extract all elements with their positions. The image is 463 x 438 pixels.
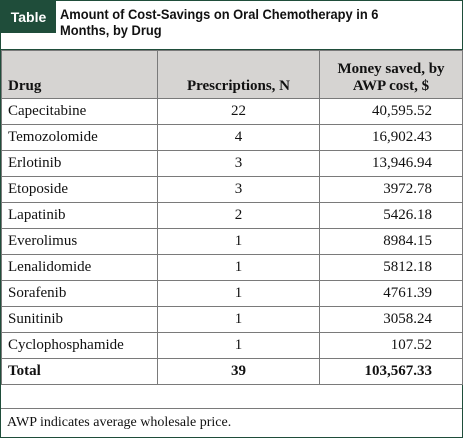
total-money-saved: 103,567.33 — [319, 358, 463, 385]
prescriptions-cell: 1 — [157, 280, 320, 307]
prescriptions-cell: 1 — [157, 254, 320, 281]
prescriptions-cell: 22 — [157, 98, 320, 125]
prescriptions-cell: 3 — [157, 176, 320, 203]
money-saved-cell: 5426.18 — [319, 202, 463, 229]
table-row: Sunitinib 1 3058.24 — [1, 306, 463, 333]
table-row: Lenalidomide 1 5812.18 — [1, 254, 463, 281]
data-table: Drug Prescriptions, N Money saved, by AW… — [1, 50, 463, 385]
total-prescriptions: 39 — [157, 358, 320, 385]
money-saved-cell: 107.52 — [319, 332, 463, 359]
drug-cell: Temozolomide — [1, 124, 158, 151]
prescriptions-cell: 1 — [157, 306, 320, 333]
table-row: Everolimus 1 8984.15 — [1, 228, 463, 255]
table-footnote: AWP indicates average wholesale price. — [1, 408, 462, 437]
money-saved-cell: 4761.39 — [319, 280, 463, 307]
money-saved-cell: 8984.15 — [319, 228, 463, 255]
drug-cell: Sunitinib — [1, 306, 158, 333]
table-row: Lapatinib 2 5426.18 — [1, 202, 463, 229]
table-row: Etoposide 3 3972.78 — [1, 176, 463, 203]
money-saved-cell: 3972.78 — [319, 176, 463, 203]
drug-cell: Lapatinib — [1, 202, 158, 229]
drug-cell: Sorafenib — [1, 280, 158, 307]
column-header-money-saved: Money saved, by AWP cost, $ — [319, 50, 463, 99]
money-saved-cell: 3058.24 — [319, 306, 463, 333]
prescriptions-cell: 2 — [157, 202, 320, 229]
money-saved-cell: 16,902.43 — [319, 124, 463, 151]
table-row: Capecitabine 22 40,595.52 — [1, 98, 463, 125]
column-header-drug: Drug — [1, 50, 158, 99]
table-row: Cyclophosphamide 1 107.52 — [1, 332, 463, 359]
table-row: Temozolomide 4 16,902.43 — [1, 124, 463, 151]
drug-cell: Etoposide — [1, 176, 158, 203]
money-saved-cell: 5812.18 — [319, 254, 463, 281]
prescriptions-cell: 1 — [157, 332, 320, 359]
table-row: Sorafenib 1 4761.39 — [1, 280, 463, 307]
table-title-row: Table Amount of Cost-Savings on Oral Che… — [1, 1, 462, 50]
drug-cell: Everolimus — [1, 228, 158, 255]
total-row: Total 39 103,567.33 — [1, 358, 463, 385]
column-header-prescriptions: Prescriptions, N — [157, 50, 320, 99]
prescriptions-cell: 3 — [157, 150, 320, 177]
total-label: Total — [1, 358, 158, 385]
prescriptions-cell: 1 — [157, 228, 320, 255]
money-saved-cell: 13,946.94 — [319, 150, 463, 177]
header-row: Drug Prescriptions, N Money saved, by AW… — [1, 50, 463, 99]
table-badge: Table — [1, 1, 56, 33]
drug-cell: Erlotinib — [1, 150, 158, 177]
table-title: Amount of Cost-Savings on Oral Chemother… — [60, 6, 379, 38]
money-saved-cell: 40,595.52 — [319, 98, 463, 125]
prescriptions-cell: 4 — [157, 124, 320, 151]
drug-cell: Capecitabine — [1, 98, 158, 125]
drug-cell: Cyclophosphamide — [1, 332, 158, 359]
drug-cell: Lenalidomide — [1, 254, 158, 281]
table-row: Erlotinib 3 13,946.94 — [1, 150, 463, 177]
